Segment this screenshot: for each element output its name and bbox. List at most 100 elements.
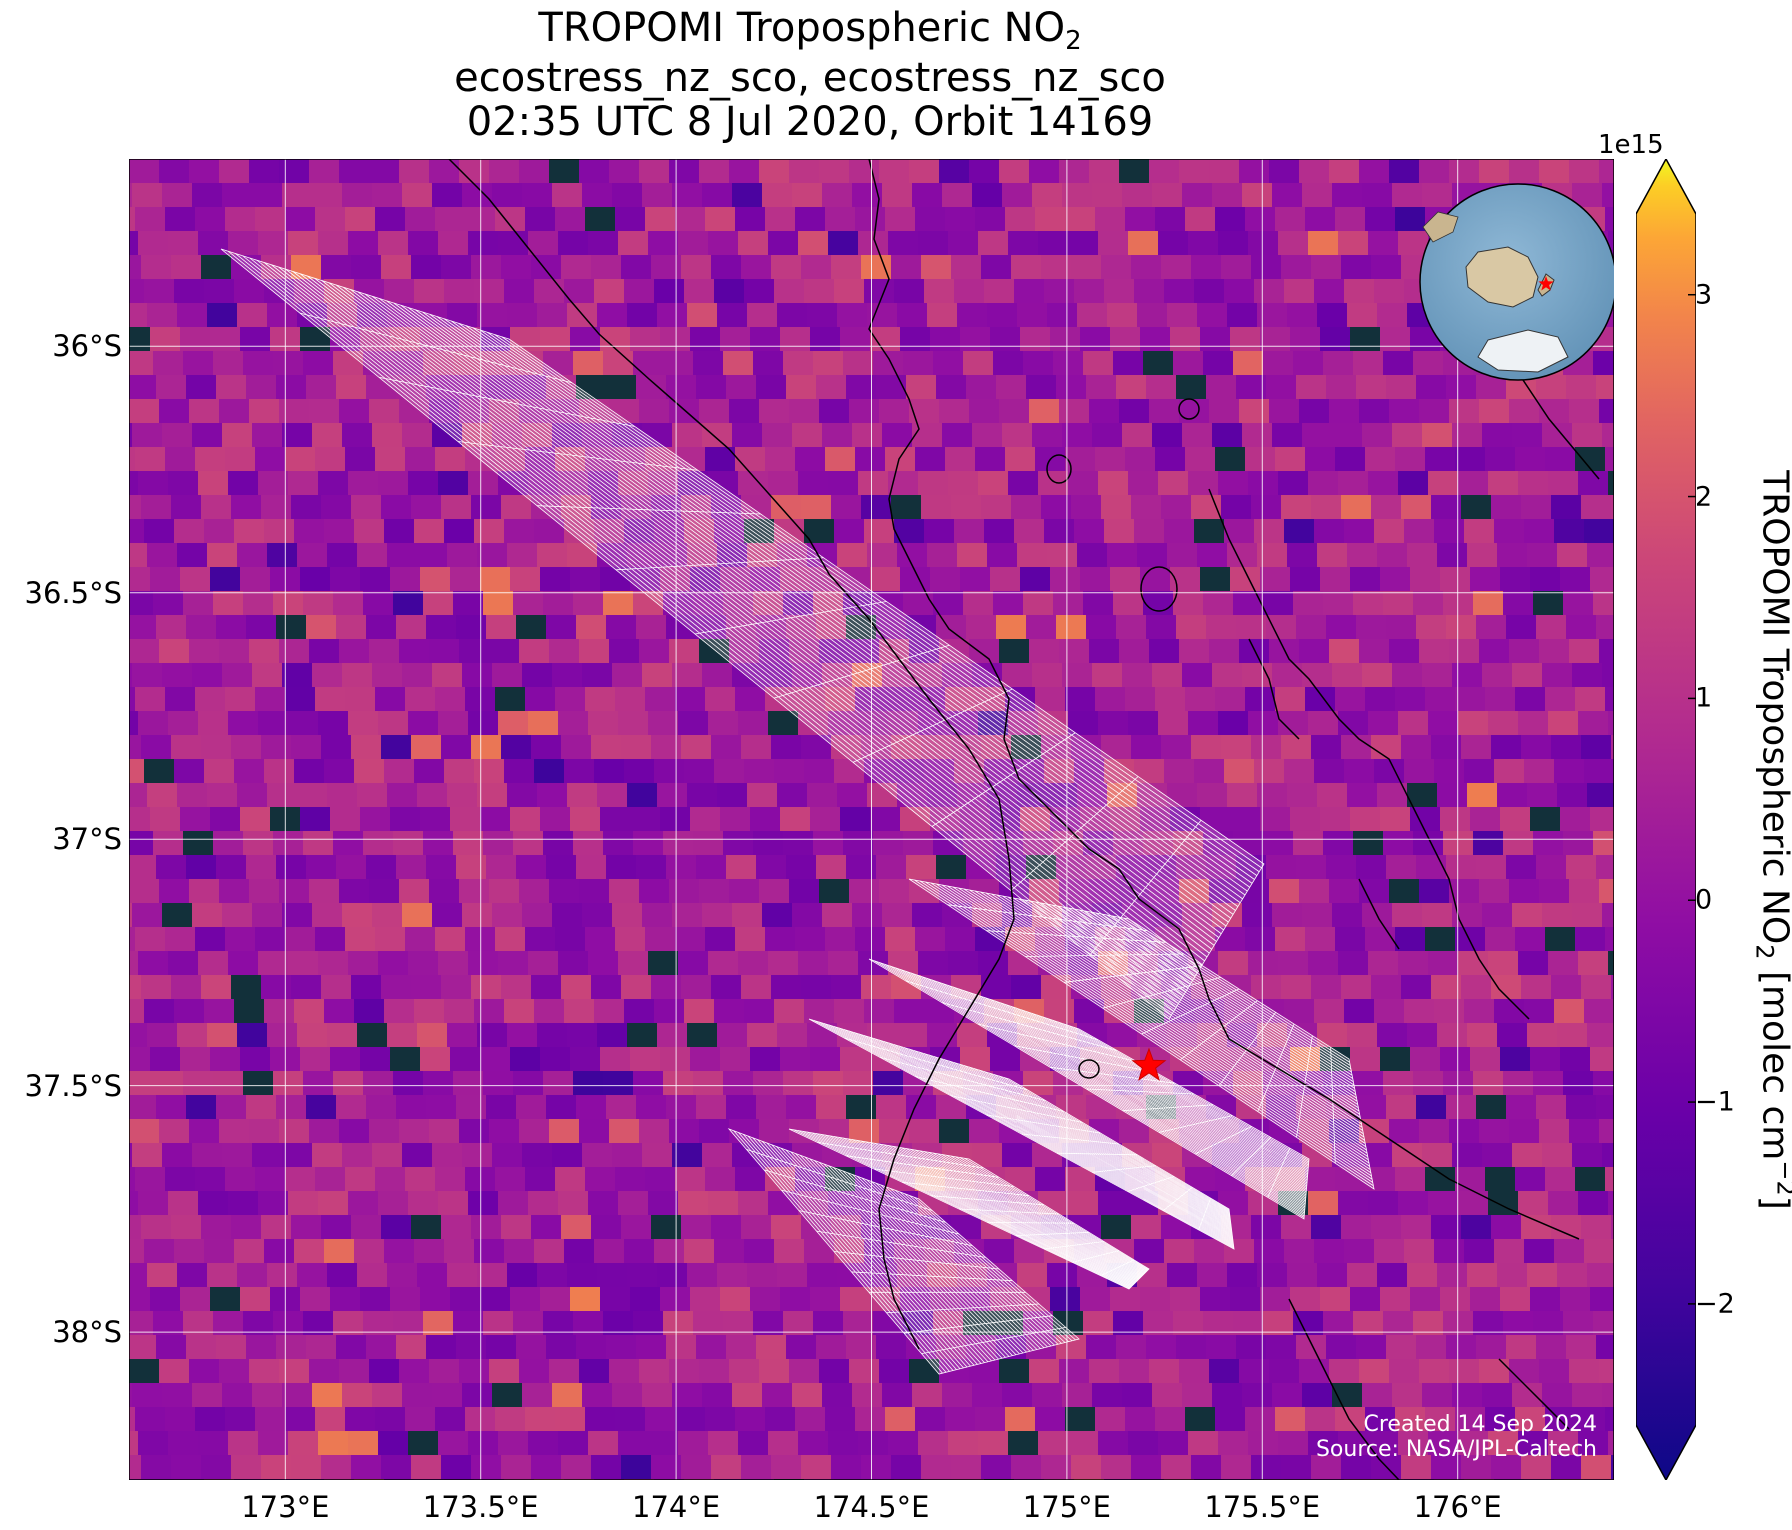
swath-grid-line	[947, 904, 1148, 932]
no2-pixel	[636, 1095, 667, 1120]
no2-pixel	[357, 543, 388, 568]
no2-pixel	[1068, 711, 1099, 736]
no2-pixel	[159, 879, 190, 904]
no2-pixel	[168, 951, 199, 976]
no2-pixel	[1029, 1359, 1060, 1384]
no2-pixel	[1497, 783, 1528, 808]
no2-pixel	[1161, 255, 1192, 280]
no2-pixel	[1365, 927, 1396, 952]
no2-pixel	[1458, 711, 1489, 736]
no2-pixel	[462, 903, 493, 928]
no2-pixel	[1365, 1407, 1396, 1432]
no2-pixel	[135, 1407, 166, 1432]
no2-pixel	[636, 615, 667, 640]
no2-pixel	[498, 951, 529, 976]
no2-pixel	[840, 327, 871, 352]
no2-pixel	[1356, 1335, 1387, 1360]
no2-pixel	[828, 1431, 859, 1456]
no2-pixel	[1209, 1359, 1240, 1384]
no2-pixel	[1266, 375, 1297, 400]
no2-pixel	[972, 1383, 1003, 1408]
no2-pixel	[405, 207, 436, 232]
no2-pixel	[696, 1335, 727, 1360]
no2-pixel	[288, 951, 319, 976]
no2-pixel	[129, 495, 142, 520]
no2-pixel	[1455, 1407, 1486, 1432]
no2-pixel	[411, 255, 442, 280]
no2-pixel	[237, 543, 268, 568]
no2-pixel	[534, 1239, 565, 1264]
no2-pixel	[789, 879, 820, 904]
no2-pixel	[162, 663, 193, 688]
no2-pixel	[657, 1023, 688, 1048]
no2-pixel	[1494, 1239, 1525, 1264]
no2-pixel	[174, 279, 205, 304]
no2-pixel	[198, 231, 229, 256]
no2-pixel	[1449, 639, 1480, 664]
no2-pixel	[816, 855, 847, 880]
no2-pixel	[1293, 831, 1324, 856]
no2-pixel	[504, 759, 535, 784]
no2-pixel	[771, 1455, 802, 1480]
no2-pixel	[873, 351, 904, 376]
no2-pixel	[699, 639, 730, 664]
no2-pixel	[414, 1239, 445, 1264]
no2-pixel	[825, 447, 856, 472]
no2-pixel	[1269, 159, 1300, 184]
no2-pixel	[489, 1359, 520, 1384]
no2-pixel	[912, 903, 943, 928]
no2-pixel	[249, 1119, 280, 1144]
no2-pixel	[357, 783, 388, 808]
no2-pixel	[279, 159, 310, 184]
no2-pixel	[528, 951, 559, 976]
title-subscript: 2	[1065, 26, 1082, 56]
no2-pixel	[1053, 591, 1084, 616]
no2-pixel	[156, 375, 187, 400]
no2-pixel	[756, 1335, 787, 1360]
no2-pixel	[1608, 951, 1614, 976]
no2-pixel	[264, 759, 295, 784]
no2-pixel	[486, 615, 517, 640]
no2-pixel	[615, 1167, 646, 1192]
no2-pixel	[759, 399, 790, 424]
no2-pixel	[669, 1119, 700, 1144]
no2-pixel	[153, 831, 184, 856]
no2-pixel	[930, 327, 961, 352]
no2-pixel	[150, 327, 181, 352]
no2-pixel	[1353, 831, 1384, 856]
no2-pixel	[1389, 1119, 1420, 1144]
no2-pixel	[1461, 735, 1492, 760]
no2-pixel	[585, 1167, 616, 1192]
no2-pixel	[1029, 159, 1060, 184]
no2-pixel	[576, 1335, 607, 1360]
no2-pixel	[282, 1383, 313, 1408]
no2-pixel	[1155, 1407, 1186, 1432]
no2-pixel	[507, 783, 538, 808]
no2-pixel	[279, 1119, 310, 1144]
no2-pixel	[768, 471, 799, 496]
no2-pixel	[162, 1143, 193, 1168]
no2-pixel	[1395, 207, 1426, 232]
no2-pixel	[318, 951, 349, 976]
no2-pixel	[492, 663, 523, 688]
no2-pixel	[1344, 759, 1375, 784]
no2-pixel	[1470, 1287, 1501, 1312]
swath-grid-line	[905, 980, 1099, 1041]
map-panel[interactable]	[128, 158, 1617, 1481]
no2-pixel	[228, 1191, 259, 1216]
no2-pixel	[522, 663, 553, 688]
no2-pixel	[423, 591, 454, 616]
map-svg[interactable]	[128, 158, 1617, 1481]
no2-pixel	[546, 855, 577, 880]
no2-pixel	[690, 327, 721, 352]
no2-pixel	[1557, 1023, 1588, 1048]
no2-pixel	[1461, 1215, 1492, 1240]
no2-pixel	[1599, 159, 1614, 184]
target-star-marker[interactable]	[1131, 1047, 1167, 1081]
no2-pixel	[1191, 1455, 1222, 1480]
no2-pixel	[261, 1215, 292, 1240]
no2-pixel	[204, 1239, 235, 1264]
no2-pixel	[1566, 855, 1597, 880]
no2-pixel	[1269, 1119, 1300, 1144]
no2-pixel	[849, 1359, 880, 1384]
